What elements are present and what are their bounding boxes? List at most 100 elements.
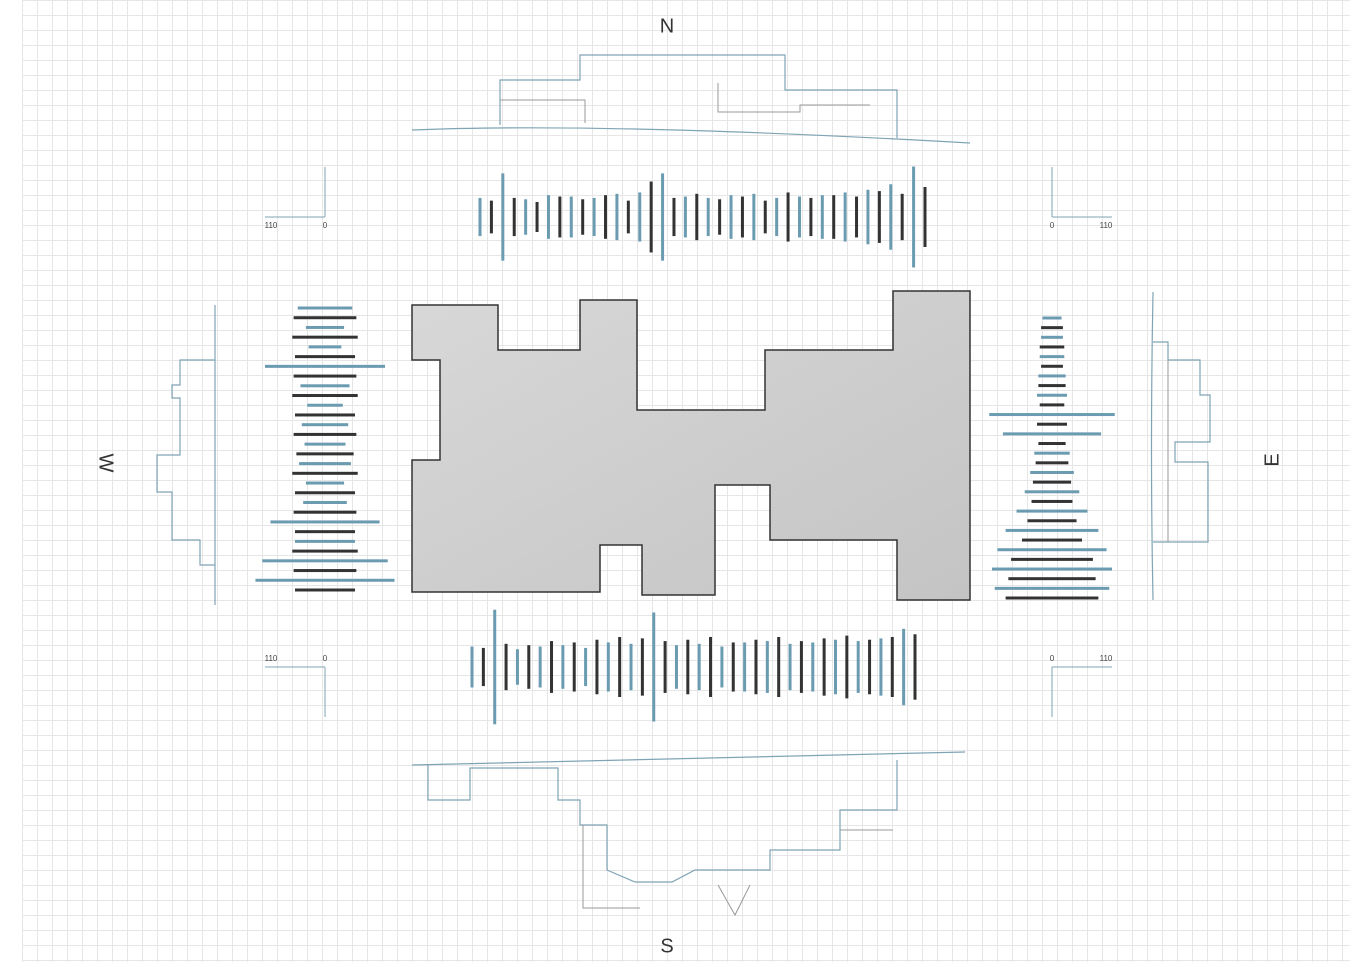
strip-bar: [844, 192, 847, 241]
strip-bar: [684, 197, 687, 238]
strip-bar: [995, 587, 1110, 590]
strip-bar: [1038, 374, 1065, 377]
strip-bar: [581, 199, 584, 234]
strip-bar: [593, 198, 596, 236]
strip-bar: [1040, 403, 1065, 406]
strip-bar: [307, 404, 342, 407]
strip-bar: [294, 316, 357, 319]
strip-bar: [924, 187, 927, 247]
strip-bar: [558, 197, 561, 238]
strip-bar: [741, 197, 744, 238]
north-label: N: [660, 15, 674, 37]
strip-bar: [516, 649, 519, 684]
strip-bar: [1003, 432, 1101, 435]
strip-bar: [296, 452, 353, 455]
strip-bar: [821, 195, 824, 239]
strip-bar: [524, 199, 527, 234]
strip-bar: [471, 647, 474, 688]
strip-bar: [650, 182, 653, 253]
strip-bar: [1022, 539, 1082, 542]
strip-bar: [295, 540, 355, 543]
strip-bar: [482, 648, 485, 686]
strip-bar: [295, 530, 355, 533]
strip-bar: [630, 644, 633, 690]
strip-bar: [294, 433, 357, 436]
strip-bar: [490, 201, 493, 234]
page: N S W E 0110011001100110 (() => { const …: [0, 0, 1368, 962]
strip-bar: [298, 307, 353, 310]
west-label: W: [95, 454, 117, 473]
strip-bar: [262, 559, 387, 562]
strip-bar: [295, 413, 355, 416]
scale-label: 110: [265, 221, 278, 230]
strip-bar: [270, 520, 379, 523]
strip-bar: [255, 579, 394, 582]
strip-bar: [878, 191, 881, 243]
strip-bar: [306, 482, 344, 485]
strip-bar: [1040, 355, 1065, 358]
strip-bar: [302, 423, 348, 426]
strip-bar: [292, 336, 357, 339]
strip-bar: [902, 629, 905, 705]
strip-bar: [638, 192, 641, 241]
strip-bar: [809, 198, 812, 236]
strip-bar: [891, 637, 894, 697]
strip-bar: [1033, 481, 1071, 484]
strip-bar: [305, 443, 346, 446]
strip-bar: [539, 647, 542, 688]
strip-bar: [1038, 384, 1065, 387]
strip-bar: [584, 648, 587, 686]
strip-bar: [303, 501, 347, 504]
strip-bar: [292, 550, 357, 553]
strip-bar: [752, 194, 755, 240]
strip-bar: [513, 198, 516, 236]
strip-bar: [295, 355, 355, 358]
strip-bar: [732, 642, 735, 691]
strip-bar: [718, 199, 721, 234]
strip-bar: [1036, 461, 1069, 464]
scale-label: 0: [1050, 221, 1055, 230]
south-profile: [412, 752, 965, 915]
strip-bar: [834, 640, 837, 695]
strip-bar: [997, 548, 1106, 551]
strip-bar: [607, 642, 610, 691]
strip-bar: [664, 641, 667, 693]
strip-bar: [641, 638, 644, 695]
strip-bar: [1011, 558, 1093, 561]
scale-label: 110: [1100, 221, 1113, 230]
strip-bar: [1034, 452, 1069, 455]
strip-bar: [1006, 529, 1099, 532]
strip-bar: [292, 472, 357, 475]
north-profile: [412, 55, 970, 143]
strip-bar: [695, 194, 698, 240]
diagram: N S W E 0110011001100110: [0, 0, 1368, 962]
strip-bar: [675, 645, 678, 689]
strip-bar: [493, 610, 496, 725]
strip-bar: [1037, 423, 1067, 426]
strip-bar: [720, 647, 723, 688]
strip-bar: [787, 192, 790, 241]
strip-bar: [823, 638, 826, 695]
strip-bar: [686, 640, 689, 695]
west-profile: [157, 305, 215, 605]
strip-bar: [1041, 365, 1063, 368]
strip-bar: [1017, 510, 1088, 513]
strip-bar: [570, 197, 573, 238]
strip-bar: [866, 190, 869, 245]
strip-bar: [754, 640, 757, 695]
strip-bar: [550, 641, 553, 693]
strip-bar: [604, 195, 607, 239]
strip-bar: [775, 198, 778, 236]
strip-bar: [832, 195, 835, 239]
strip-bar: [1037, 394, 1067, 397]
strip-bar: [1041, 326, 1063, 329]
strip-bar: [479, 198, 482, 236]
strip-bar: [1027, 519, 1076, 522]
scale-label: 0: [1050, 654, 1055, 663]
strip-bar: [1041, 336, 1063, 339]
strip-bar: [595, 640, 598, 695]
strip-bar: [306, 326, 344, 329]
strip-bar: [505, 644, 508, 690]
scale-label: 0: [323, 221, 328, 230]
scale-label: 110: [265, 654, 278, 663]
